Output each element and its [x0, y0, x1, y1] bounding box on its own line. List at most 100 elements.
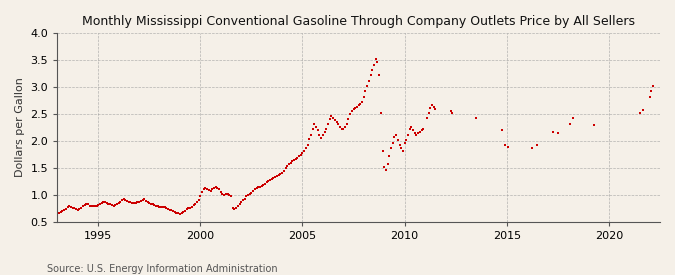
Point: [547, 130, 558, 134]
Point: [328, 116, 339, 120]
Point: [225, 194, 236, 199]
Point: [200, 186, 211, 191]
Point: [215, 190, 226, 194]
Point: [130, 201, 141, 205]
Point: [316, 136, 327, 140]
Point: [261, 180, 272, 185]
Point: [446, 109, 456, 114]
Point: [496, 128, 507, 133]
Point: [65, 205, 76, 209]
Point: [288, 158, 299, 163]
Point: [186, 204, 197, 209]
Point: [101, 201, 112, 205]
Point: [182, 207, 192, 211]
Point: [260, 181, 271, 186]
Point: [406, 125, 416, 129]
Point: [357, 100, 368, 104]
Point: [147, 202, 158, 207]
Point: [403, 132, 414, 137]
Point: [175, 211, 186, 216]
Point: [92, 203, 103, 207]
Point: [86, 204, 97, 208]
Point: [345, 111, 356, 116]
Point: [414, 130, 425, 134]
Point: [196, 190, 207, 194]
Point: [97, 201, 107, 205]
Point: [389, 135, 400, 139]
Point: [408, 128, 418, 133]
Point: [287, 159, 298, 164]
Point: [340, 125, 350, 129]
Point: [238, 198, 248, 202]
Point: [333, 122, 344, 127]
Point: [374, 73, 385, 78]
Point: [336, 127, 347, 131]
Point: [127, 201, 138, 205]
Point: [384, 154, 395, 158]
Point: [140, 199, 151, 203]
Point: [246, 191, 256, 195]
Point: [132, 200, 143, 205]
Point: [190, 202, 200, 206]
Point: [244, 191, 255, 196]
Point: [367, 68, 378, 72]
Point: [421, 116, 432, 120]
Point: [157, 205, 168, 209]
Point: [323, 122, 333, 126]
Point: [146, 202, 157, 206]
Point: [314, 133, 325, 137]
Point: [68, 205, 78, 210]
Point: [470, 116, 481, 120]
Point: [232, 204, 243, 208]
Point: [372, 60, 383, 65]
Point: [173, 211, 184, 215]
Point: [326, 114, 337, 119]
Point: [281, 164, 292, 169]
Point: [296, 153, 306, 157]
Point: [231, 206, 242, 210]
Point: [275, 172, 286, 176]
Point: [399, 141, 410, 145]
Point: [89, 204, 100, 208]
Point: [267, 177, 277, 182]
Point: [209, 186, 219, 190]
Point: [144, 201, 155, 205]
Point: [156, 205, 167, 209]
Point: [115, 200, 126, 204]
Point: [278, 169, 289, 173]
Point: [268, 176, 279, 180]
Point: [297, 151, 308, 156]
Point: [428, 104, 439, 109]
Point: [84, 204, 95, 208]
Point: [241, 194, 252, 199]
Point: [338, 126, 349, 131]
Point: [205, 188, 216, 193]
Point: [382, 162, 393, 166]
Point: [304, 137, 315, 142]
Point: [413, 131, 424, 136]
Point: [159, 204, 170, 209]
Point: [306, 132, 317, 137]
Point: [362, 84, 373, 88]
Point: [183, 206, 194, 210]
Point: [294, 154, 304, 158]
Point: [214, 187, 225, 191]
Point: [309, 122, 320, 126]
Point: [202, 187, 213, 192]
Point: [163, 207, 173, 211]
Point: [319, 130, 330, 134]
Point: [105, 202, 115, 207]
Point: [91, 204, 102, 208]
Point: [646, 89, 657, 94]
Point: [527, 146, 538, 150]
Point: [263, 179, 274, 183]
Point: [168, 209, 179, 213]
Point: [379, 165, 389, 169]
Point: [188, 203, 199, 207]
Point: [79, 203, 90, 207]
Point: [59, 208, 70, 212]
Point: [82, 202, 93, 207]
Point: [212, 186, 223, 190]
Point: [81, 202, 92, 206]
Point: [307, 127, 318, 131]
